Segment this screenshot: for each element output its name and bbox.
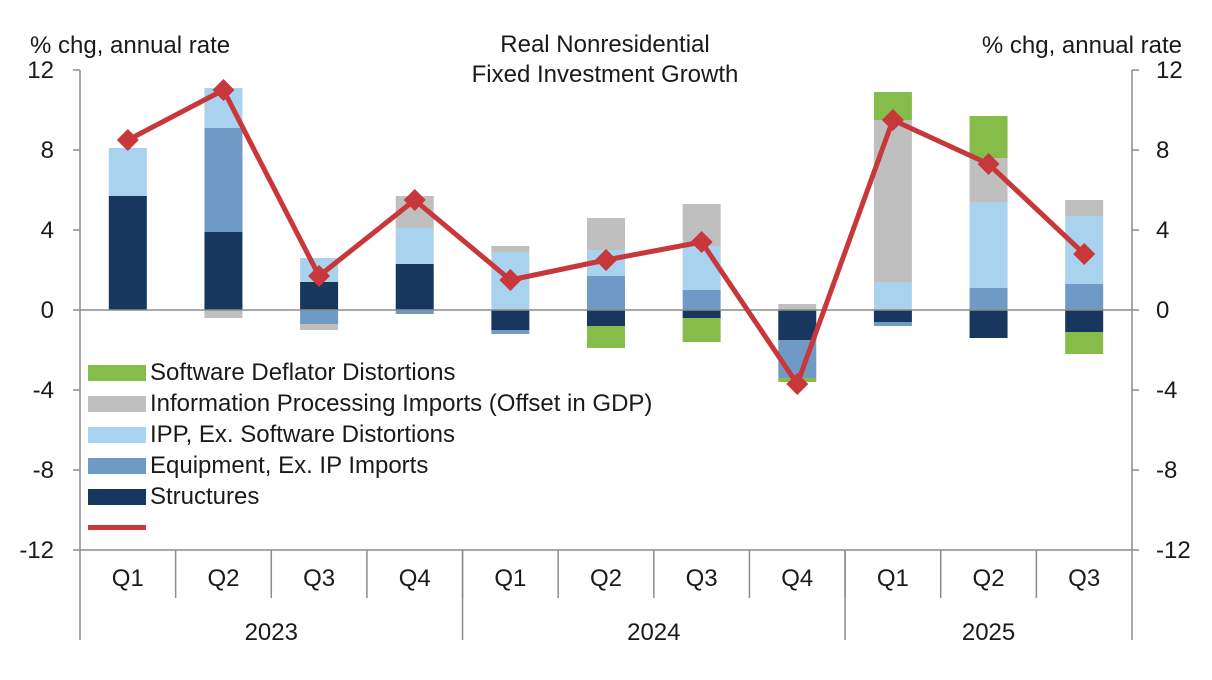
right-tick-label: -4 [1156,377,1177,404]
bar-ipp [395,228,434,264]
bar-structures [778,310,817,340]
bar-structures [108,196,147,310]
chart-title-line2: Fixed Investment Growth [471,61,739,88]
total-growth-marker [595,249,617,271]
legend-label: Software Deflator Distortions [150,359,456,386]
group-label: 2024 [627,619,680,646]
legend-swatch [88,525,146,530]
total-growth-marker [403,189,426,211]
bar-equipment [300,310,339,324]
right-tick-label: 8 [1156,137,1169,164]
bar-structures [1065,310,1104,332]
total-growth-marker [977,153,1000,175]
legend-label: Information Processing Imports (Offset i… [150,390,653,417]
group-label: 2025 [962,619,1015,646]
category-label: Q3 [303,565,335,592]
total-growth-marker [786,373,809,395]
bar-equipment [969,288,1008,310]
bar-software_deflator [682,318,721,342]
left-tick-label: 4 [41,217,54,244]
bar-ipp [969,202,1008,288]
legend-label: IPP, Ex. Software Distortions [150,421,456,448]
bar-equipment [491,330,530,334]
right-tick-label: 12 [1156,57,1183,84]
legend-swatch [88,458,146,474]
total-growth-marker [690,231,713,253]
category-label: Q4 [399,565,431,592]
total-growth-marker [212,79,235,101]
bar-equipment [682,290,721,310]
left-tick-label: -4 [33,377,54,404]
legend-label: Structures [150,483,260,510]
total-growth-marker [499,269,522,291]
bar-equipment [1065,284,1104,310]
legend-label: Equipment, Ex. IP Imports [150,452,429,479]
category-label: Q2 [207,565,239,592]
bar-ipp [682,246,721,290]
category-label: Q2 [973,565,1005,592]
bar-info_imports [778,304,817,310]
category-label: Q1 [877,565,909,592]
left-tick-label: 12 [27,57,54,84]
bar-software_deflator [969,116,1008,158]
chart-title: Real Nonresidential Fixed Investment Gro… [400,30,810,90]
bar-structures [204,232,243,310]
bar-equipment [873,322,912,326]
category-label: Q1 [112,565,144,592]
bar-structures [969,310,1008,338]
bar-ipp [873,282,912,310]
bar-info_imports [491,246,530,252]
chart-title-line1: Real Nonresidential [500,31,710,58]
right-axis-unit-label: % chg, annual rate [981,32,1182,59]
bar-info_imports [204,310,243,318]
bar-info_imports [1065,200,1104,216]
category-label: Q1 [494,565,526,592]
left-tick-label: 8 [41,137,54,164]
category-label: Q2 [590,565,622,592]
right-tick-label: -8 [1156,457,1177,484]
bar-info_imports [873,120,912,282]
bar-structures [873,310,912,322]
left-axis-unit-label: % chg, annual rate [30,32,231,59]
bar-software_deflator [1065,332,1104,354]
legend-swatch [88,489,146,505]
left-tick-label: 0 [41,297,54,324]
left-tick-label: -8 [33,457,54,484]
bar-equipment [395,310,434,314]
legend-swatch [88,427,146,443]
bar-structures [395,264,434,310]
left-tick-label: -12 [19,537,54,564]
bar-equipment [587,276,625,310]
bar-structures [587,310,625,326]
legend-swatch [88,365,146,381]
bar-ipp [108,148,147,196]
category-label: Q3 [686,565,718,592]
right-tick-label: 4 [1156,217,1169,244]
group-label: 2023 [245,619,298,646]
category-label: Q3 [1068,565,1100,592]
bar-equipment [204,128,243,232]
bar-structures [682,310,721,318]
bar-software_deflator [587,326,625,348]
bar-info_imports [300,324,339,330]
bar-structures [491,310,530,330]
total-growth-marker [116,129,139,151]
legend-swatch [88,396,146,412]
total-growth-marker [1073,243,1096,265]
right-tick-label: 0 [1156,297,1169,324]
right-tick-label: -12 [1156,537,1191,564]
bar-info_imports [587,218,625,250]
total-growth-marker [881,109,904,131]
category-label: Q4 [781,565,813,592]
total-growth-marker [308,265,331,287]
